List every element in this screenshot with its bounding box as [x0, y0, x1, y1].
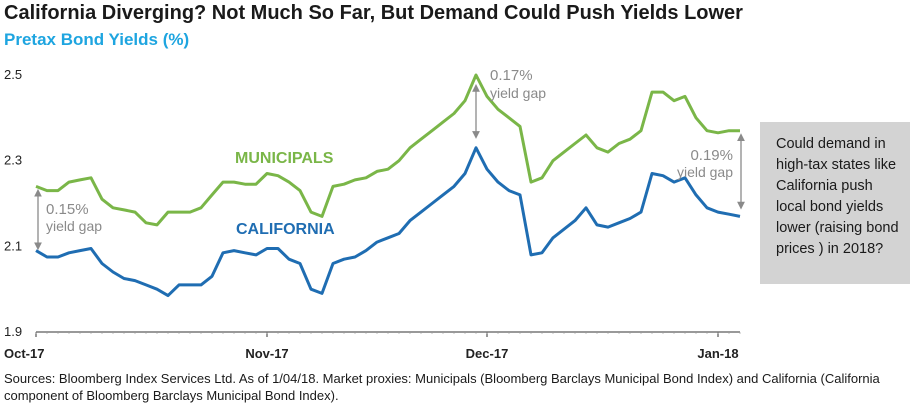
series-label-california: CALIFORNIA	[236, 221, 335, 238]
y-tick-label: 2.5	[4, 67, 22, 82]
x-tick-label: Dec-17	[466, 346, 509, 361]
source-note: Sources: Bloomberg Index Services Ltd. A…	[4, 371, 880, 403]
y-tick-label: 2.3	[4, 153, 22, 168]
yield-gap-label: yield gap	[677, 164, 733, 180]
yield-gap-value: 0.19%	[690, 147, 733, 164]
callout-line: prices ) in 2018?	[776, 241, 884, 257]
callout-box: Could demand in high-tax states like Cal…	[760, 122, 910, 284]
callout-line: lower (raising bond	[776, 220, 899, 236]
x-tick-label: Oct-17	[4, 346, 44, 361]
yield-gap-label: yield gap	[46, 218, 102, 234]
series-line-municipals	[35, 73, 740, 227]
yield-gap-label: yield gap	[490, 85, 546, 101]
callout-line: California push	[776, 178, 873, 194]
x-tick-label: Nov-17	[245, 346, 288, 361]
callout-line: Could demand in	[776, 136, 886, 152]
yield-gap-value: 0.15%	[46, 201, 89, 218]
series-line-california	[35, 146, 741, 298]
x-tick-label: Jan-18	[697, 346, 738, 361]
yield-gap-value: 0.17%	[490, 67, 533, 84]
y-tick-label: 1.9	[4, 324, 22, 339]
callout-line: high-tax states like	[776, 157, 897, 173]
y-tick-label: 2.1	[4, 238, 22, 253]
series-label-municipals: MUNICIPALS	[235, 150, 334, 167]
callout-line: local bond yields	[776, 199, 884, 215]
chart-subtitle: Pretax Bond Yields (%)	[4, 30, 190, 49]
chart-title: California Diverging? Not Much So Far, B…	[4, 2, 743, 24]
